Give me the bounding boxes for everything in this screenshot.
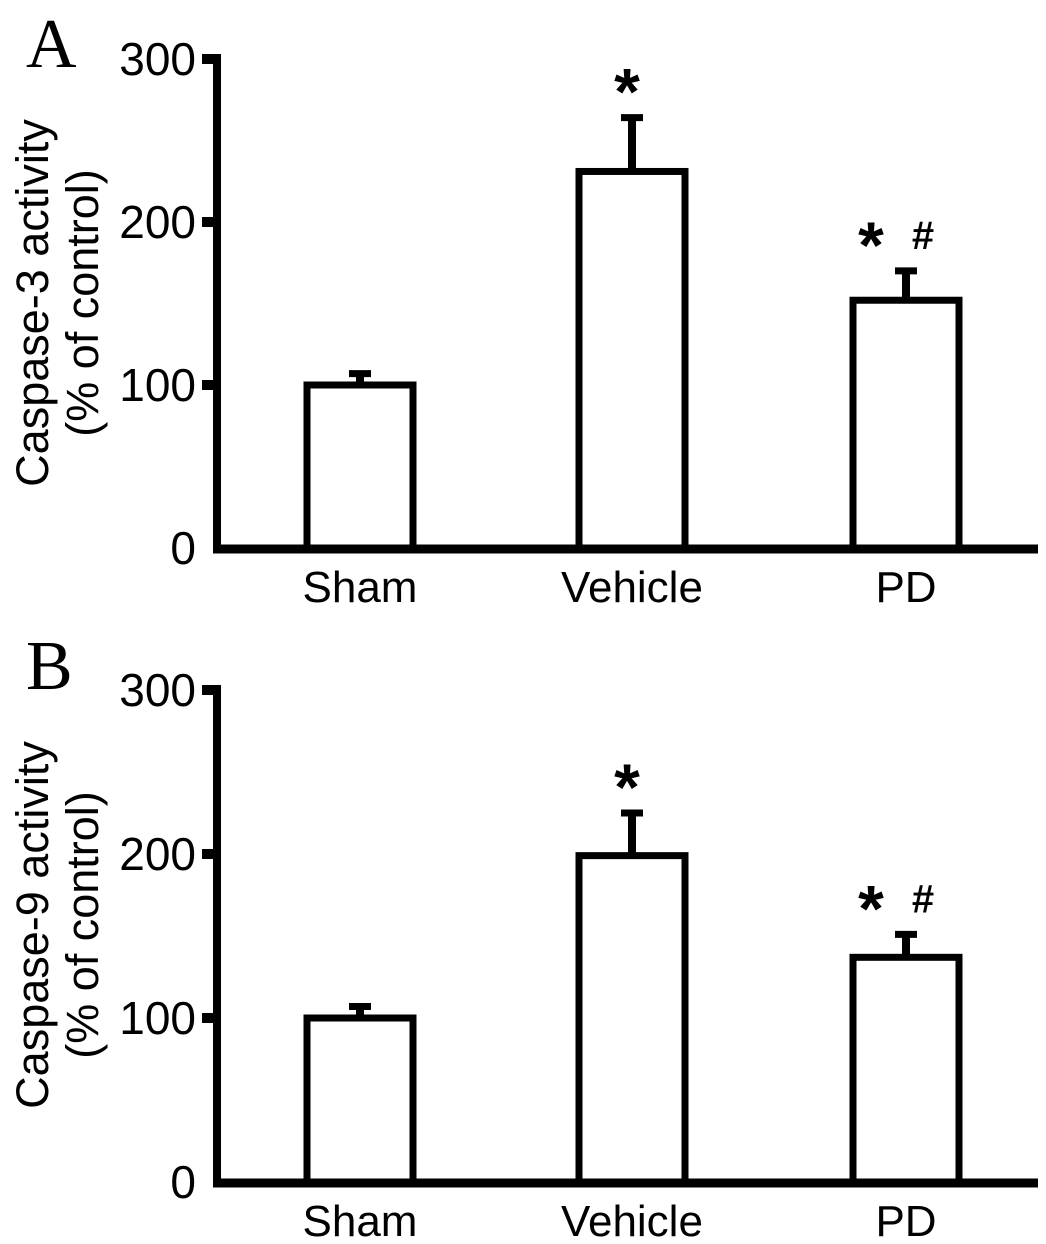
significance-star-pd: * — [858, 208, 884, 282]
y-tick-label-300: 300 — [119, 664, 196, 716]
significance-star-pd: * — [858, 871, 884, 945]
x-category-label-vehicle: Vehicle — [561, 563, 703, 612]
significance-hash-pd: # — [912, 877, 934, 921]
significance-star-vehicle: * — [614, 750, 640, 824]
bar-sham — [303, 1014, 417, 1186]
bar-chart-caspase-3: Sham Vehicle * PD * #0 100 200 300 — [119, 33, 1038, 612]
y-tick-label-0: 0 — [170, 522, 196, 574]
x-category-label-sham: Sham — [303, 1197, 418, 1244]
x-category-label-vehicle: Vehicle — [561, 1197, 703, 1244]
x-category-label-pd: PD — [875, 1197, 936, 1244]
bar-pd — [849, 953, 963, 1186]
panel-b: B Caspase-9 activity (% of control) Sham… — [0, 622, 1046, 1244]
x-category-label-sham: Sham — [303, 563, 418, 612]
y-tick-label-200: 200 — [119, 196, 196, 248]
bar-chart-caspase-9: Sham Vehicle * PD * #0 100 200 300 — [119, 664, 1038, 1244]
x-category-label-pd: PD — [875, 563, 936, 612]
significance-hash-pd: # — [912, 214, 934, 258]
y-tick-label-100: 100 — [119, 359, 196, 411]
y-tick-label-200: 200 — [119, 828, 196, 880]
panel-a-letter: A — [26, 6, 77, 83]
bar-pd — [849, 296, 963, 552]
y-tick-label-0: 0 — [170, 1156, 196, 1208]
bar-vehicle — [575, 167, 689, 552]
panel-a: A Caspase-3 activity (% of control) Sham… — [7, 6, 1038, 612]
panel-b-letter: B — [26, 628, 73, 705]
significance-star-vehicle: * — [614, 55, 640, 129]
y-tick-label-300: 300 — [119, 33, 196, 85]
bar-vehicle — [575, 852, 689, 1186]
bar-sham — [303, 381, 417, 552]
y-tick-label-100: 100 — [119, 992, 196, 1044]
